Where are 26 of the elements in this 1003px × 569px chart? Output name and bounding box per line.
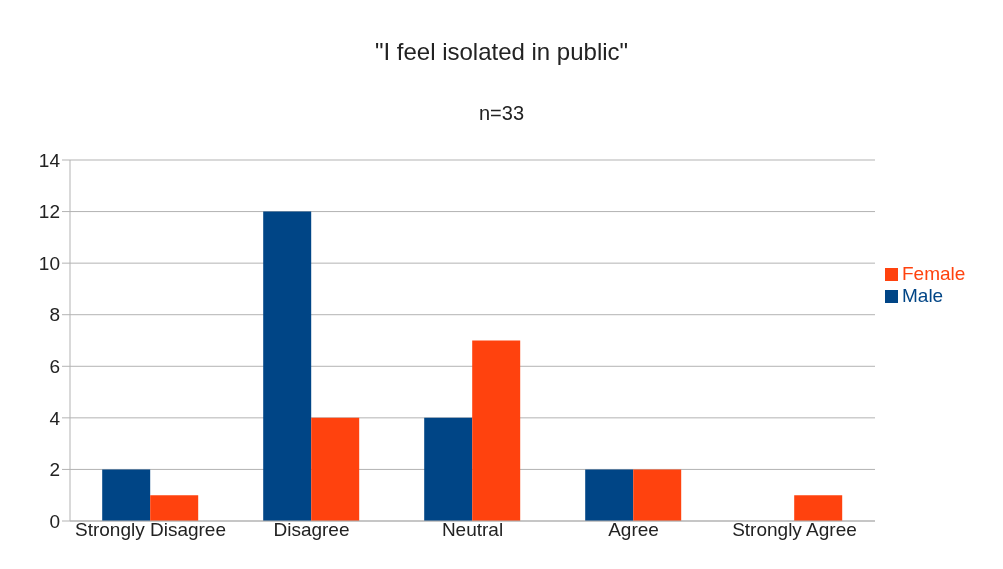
chart-subtitle: n=33 bbox=[477, 102, 526, 125]
y-tick-label: 8 bbox=[49, 304, 60, 326]
y-tick-label: 12 bbox=[38, 201, 60, 223]
y-tick-label: 2 bbox=[49, 459, 60, 481]
legend-label: Female bbox=[902, 262, 966, 284]
y-tick-label: 14 bbox=[38, 149, 61, 171]
bar bbox=[633, 469, 682, 521]
bar bbox=[311, 417, 360, 521]
bar bbox=[102, 469, 151, 521]
legend-label: Male bbox=[902, 284, 944, 306]
y-tick-label: 10 bbox=[38, 252, 60, 274]
y-tick-label: 6 bbox=[49, 356, 60, 378]
bar bbox=[424, 417, 473, 521]
bar bbox=[794, 495, 843, 521]
bar bbox=[472, 340, 521, 521]
x-tick-label: Strongly Agree bbox=[732, 519, 857, 541]
y-tick-label: 0 bbox=[49, 510, 60, 532]
chart-title: "I feel isolated in public" bbox=[373, 38, 630, 66]
bar bbox=[150, 495, 199, 521]
y-tick-label: 4 bbox=[49, 407, 61, 429]
x-tick-label: Agree bbox=[608, 519, 659, 541]
x-tick-label: Disagree bbox=[273, 519, 350, 541]
bar bbox=[585, 469, 634, 521]
x-tick-label: Strongly Disagree bbox=[74, 519, 227, 541]
x-tick-label: Neutral bbox=[441, 519, 504, 541]
bar bbox=[263, 211, 312, 521]
